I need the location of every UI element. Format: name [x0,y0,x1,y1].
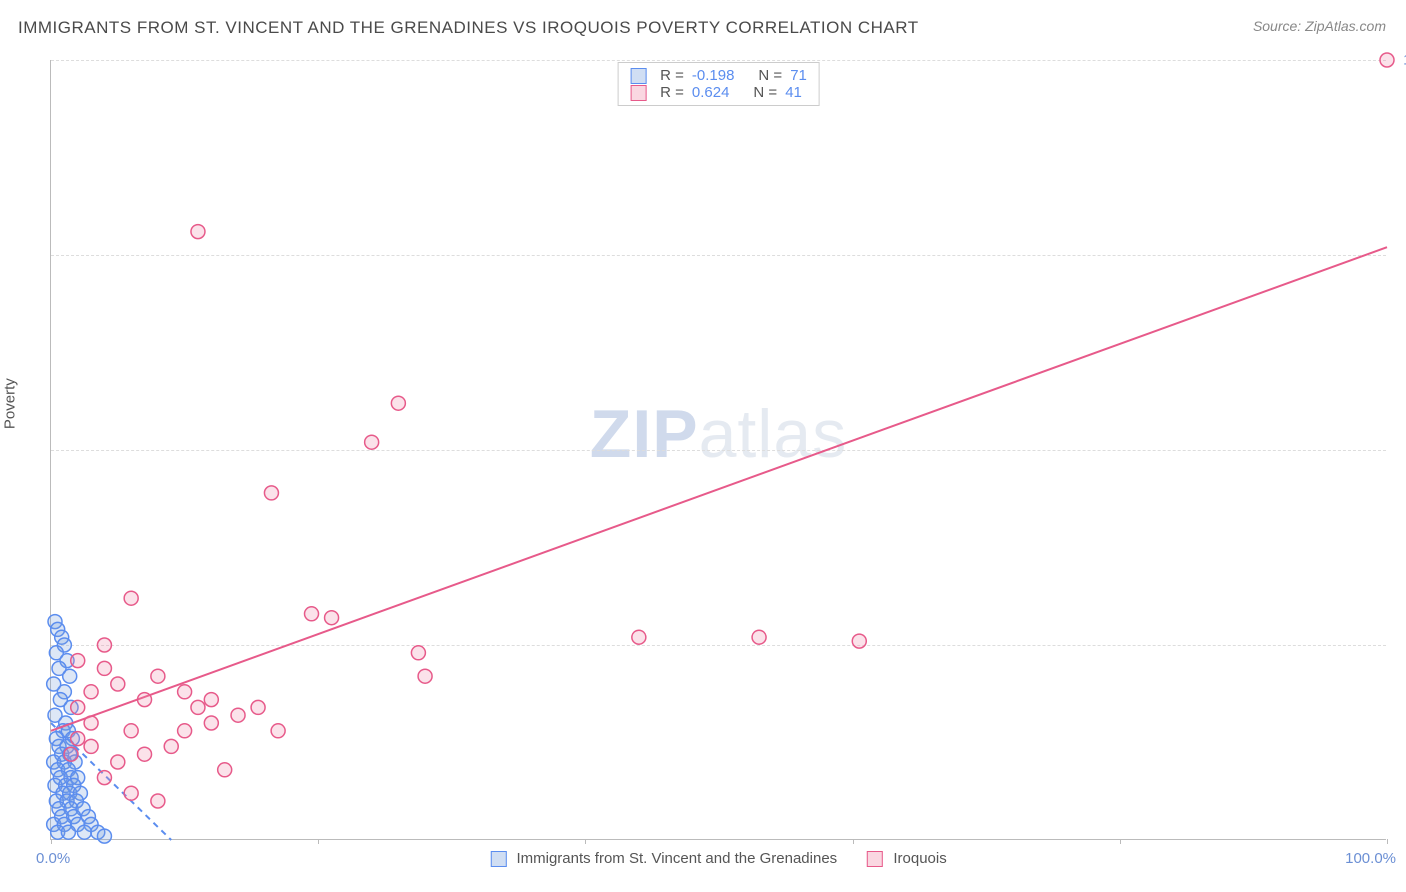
n-value: 71 [790,67,807,84]
data-point-blue [63,669,77,683]
data-point-pink [84,685,98,699]
data-point-pink [71,732,85,746]
data-point-pink [138,693,152,707]
data-point-pink [204,693,218,707]
data-point-pink [111,755,125,769]
n-label: N = [753,84,777,101]
data-point-pink [124,591,138,605]
source-attribution: Source: ZipAtlas.com [1253,18,1386,34]
data-point-pink [418,669,432,683]
x-tick [1387,839,1388,844]
data-point-pink [178,685,192,699]
data-point-pink [271,724,285,738]
data-point-blue [77,825,91,839]
data-point-pink [97,661,111,675]
data-point-pink [231,708,245,722]
data-point-pink [71,700,85,714]
swatch-blue-icon [630,68,646,84]
x-axis-label-min: 0.0% [36,850,70,867]
chart-title: IMMIGRANTS FROM ST. VINCENT AND THE GREN… [18,18,919,38]
y-axis-label: Poverty [2,378,19,429]
r-value: 0.624 [692,84,730,101]
data-point-pink [264,486,278,500]
data-point-pink [164,739,178,753]
data-point-pink [391,396,405,410]
data-point-pink [84,716,98,730]
r-value: -0.198 [692,67,735,84]
legend-item: Immigrants from St. Vincent and the Gren… [490,850,837,867]
data-point-pink [84,739,98,753]
data-point-pink [852,634,866,648]
data-point-pink [251,700,265,714]
plot-area: ZIPatlas 25.0%50.0%75.0%100.0% 0.0% 100.… [50,60,1386,840]
correlation-row-blue: R = -0.198 N = 71 [630,67,807,84]
n-value: 41 [785,84,802,101]
data-point-pink [305,607,319,621]
data-point-pink [151,669,165,683]
data-point-pink [124,724,138,738]
data-point-pink [178,724,192,738]
data-point-pink [632,630,646,644]
data-point-pink [752,630,766,644]
r-label: R = [660,67,684,84]
swatch-pink-icon [867,851,883,867]
data-point-pink [325,611,339,625]
data-point-pink [151,794,165,808]
data-point-pink [71,654,85,668]
correlation-row-pink: R = 0.624 N = 41 [630,84,807,101]
legend-label: Iroquois [893,850,946,867]
data-point-pink [138,747,152,761]
data-point-blue [97,829,111,843]
x-tick [51,839,52,844]
x-tick [585,839,586,844]
correlation-legend: R = -0.198 N = 71 R = 0.624 N = 41 [617,62,820,106]
x-tick [318,839,319,844]
data-point-pink [218,763,232,777]
x-tick [1120,839,1121,844]
series-legend: Immigrants from St. Vincent and the Gren… [490,850,946,867]
legend-label: Immigrants from St. Vincent and the Gren… [516,850,837,867]
r-label: R = [660,84,684,101]
data-point-pink [191,700,205,714]
swatch-blue-icon [490,851,506,867]
trendline-pink [51,247,1387,731]
data-point-pink [204,716,218,730]
x-axis-label-max: 100.0% [1345,850,1396,867]
data-point-pink [97,771,111,785]
data-point-pink [191,225,205,239]
data-point-pink [64,747,78,761]
data-point-pink [111,677,125,691]
data-point-pink [97,638,111,652]
data-point-pink [365,435,379,449]
legend-item: Iroquois [867,850,947,867]
scatter-svg [51,60,1386,839]
swatch-pink-icon [630,85,646,101]
data-point-pink [124,786,138,800]
n-label: N = [758,67,782,84]
data-point-blue [61,825,75,839]
x-tick [853,839,854,844]
data-point-pink [1380,53,1394,67]
data-point-pink [411,646,425,660]
